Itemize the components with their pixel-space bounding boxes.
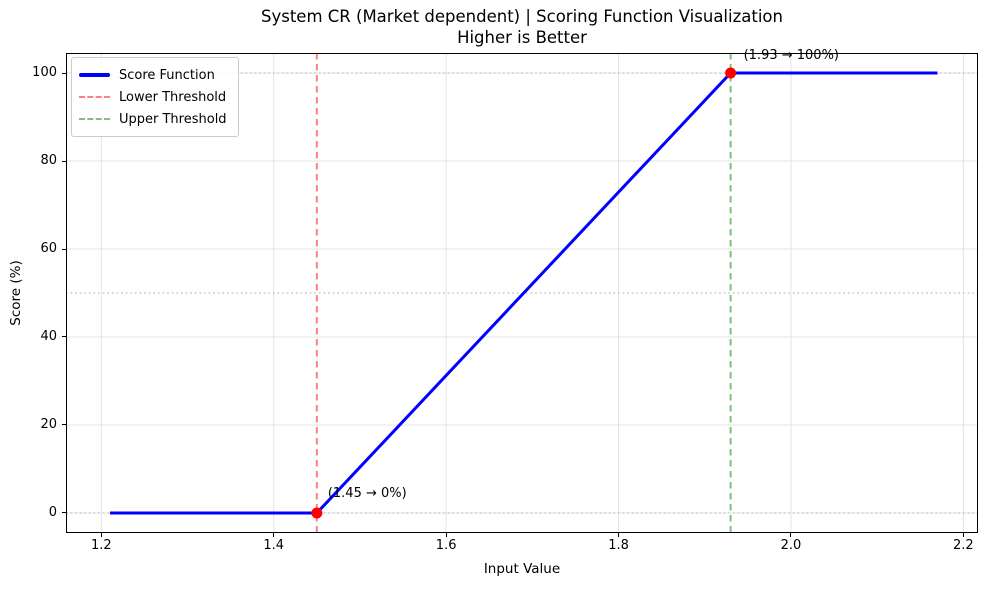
legend-item-lower-threshold: Lower Threshold xyxy=(79,86,227,108)
chart-title: System CR (Market dependent) | Scoring F… xyxy=(261,7,783,26)
lower-threshold-line-swatch xyxy=(79,96,110,98)
annotation: (1.45 → 0%) xyxy=(327,485,407,501)
marker-point xyxy=(311,507,323,519)
plot-area: Score Function Lower Threshold Upper Thr… xyxy=(66,53,978,533)
y-tick-mark xyxy=(62,160,66,162)
x-tick-mark xyxy=(962,533,964,537)
legend: Score Function Lower Threshold Upper Thr… xyxy=(71,57,239,137)
y-tick-label: 80 xyxy=(40,153,57,168)
x-tick-label: 1.4 xyxy=(263,538,285,553)
y-tick-mark xyxy=(62,512,66,514)
legend-item-upper-threshold: Upper Threshold xyxy=(79,108,227,130)
plot-frame xyxy=(66,53,978,533)
x-tick-label: 2.2 xyxy=(953,538,974,553)
legend-item-score-function: Score Function xyxy=(79,64,227,86)
y-tick-mark xyxy=(62,248,66,250)
x-tick-label: 1.2 xyxy=(90,538,112,553)
y-tick-label: 60 xyxy=(40,241,57,256)
y-tick-mark xyxy=(62,336,66,338)
chart-subtitle: Higher is Better xyxy=(457,28,587,47)
y-tick-label: 20 xyxy=(40,416,57,432)
x-tick-mark xyxy=(790,533,792,537)
x-axis-label: Input Value xyxy=(483,561,561,577)
legend-label: Upper Threshold xyxy=(119,111,227,127)
x-tick-mark xyxy=(618,533,620,537)
upper-threshold-line-swatch xyxy=(79,118,110,120)
score-function-line-swatch xyxy=(79,73,110,77)
legend-label: Score Function xyxy=(119,67,215,83)
legend-label: Lower Threshold xyxy=(119,89,227,105)
y-tick-mark xyxy=(62,72,66,74)
chart-title-block: System CR (Market dependent) | Scoring F… xyxy=(66,6,978,48)
x-tick-mark xyxy=(445,533,447,537)
x-tick-label: 2.0 xyxy=(780,538,802,553)
annotation: (1.93 → 100%) xyxy=(743,48,840,64)
y-tick-label: 0 xyxy=(48,504,57,520)
y-tick-label: 100 xyxy=(32,65,57,81)
x-tick-label: 1.8 xyxy=(608,538,629,553)
marker-point xyxy=(725,67,737,79)
y-tick-label: 40 xyxy=(40,328,57,344)
score-function-line xyxy=(109,71,938,515)
x-tick-mark xyxy=(100,533,102,537)
y-tick-mark xyxy=(62,424,66,426)
x-tick-label: 1.6 xyxy=(435,538,457,553)
y-axis-label: Score (%) xyxy=(8,260,24,326)
x-tick-mark xyxy=(273,533,275,537)
